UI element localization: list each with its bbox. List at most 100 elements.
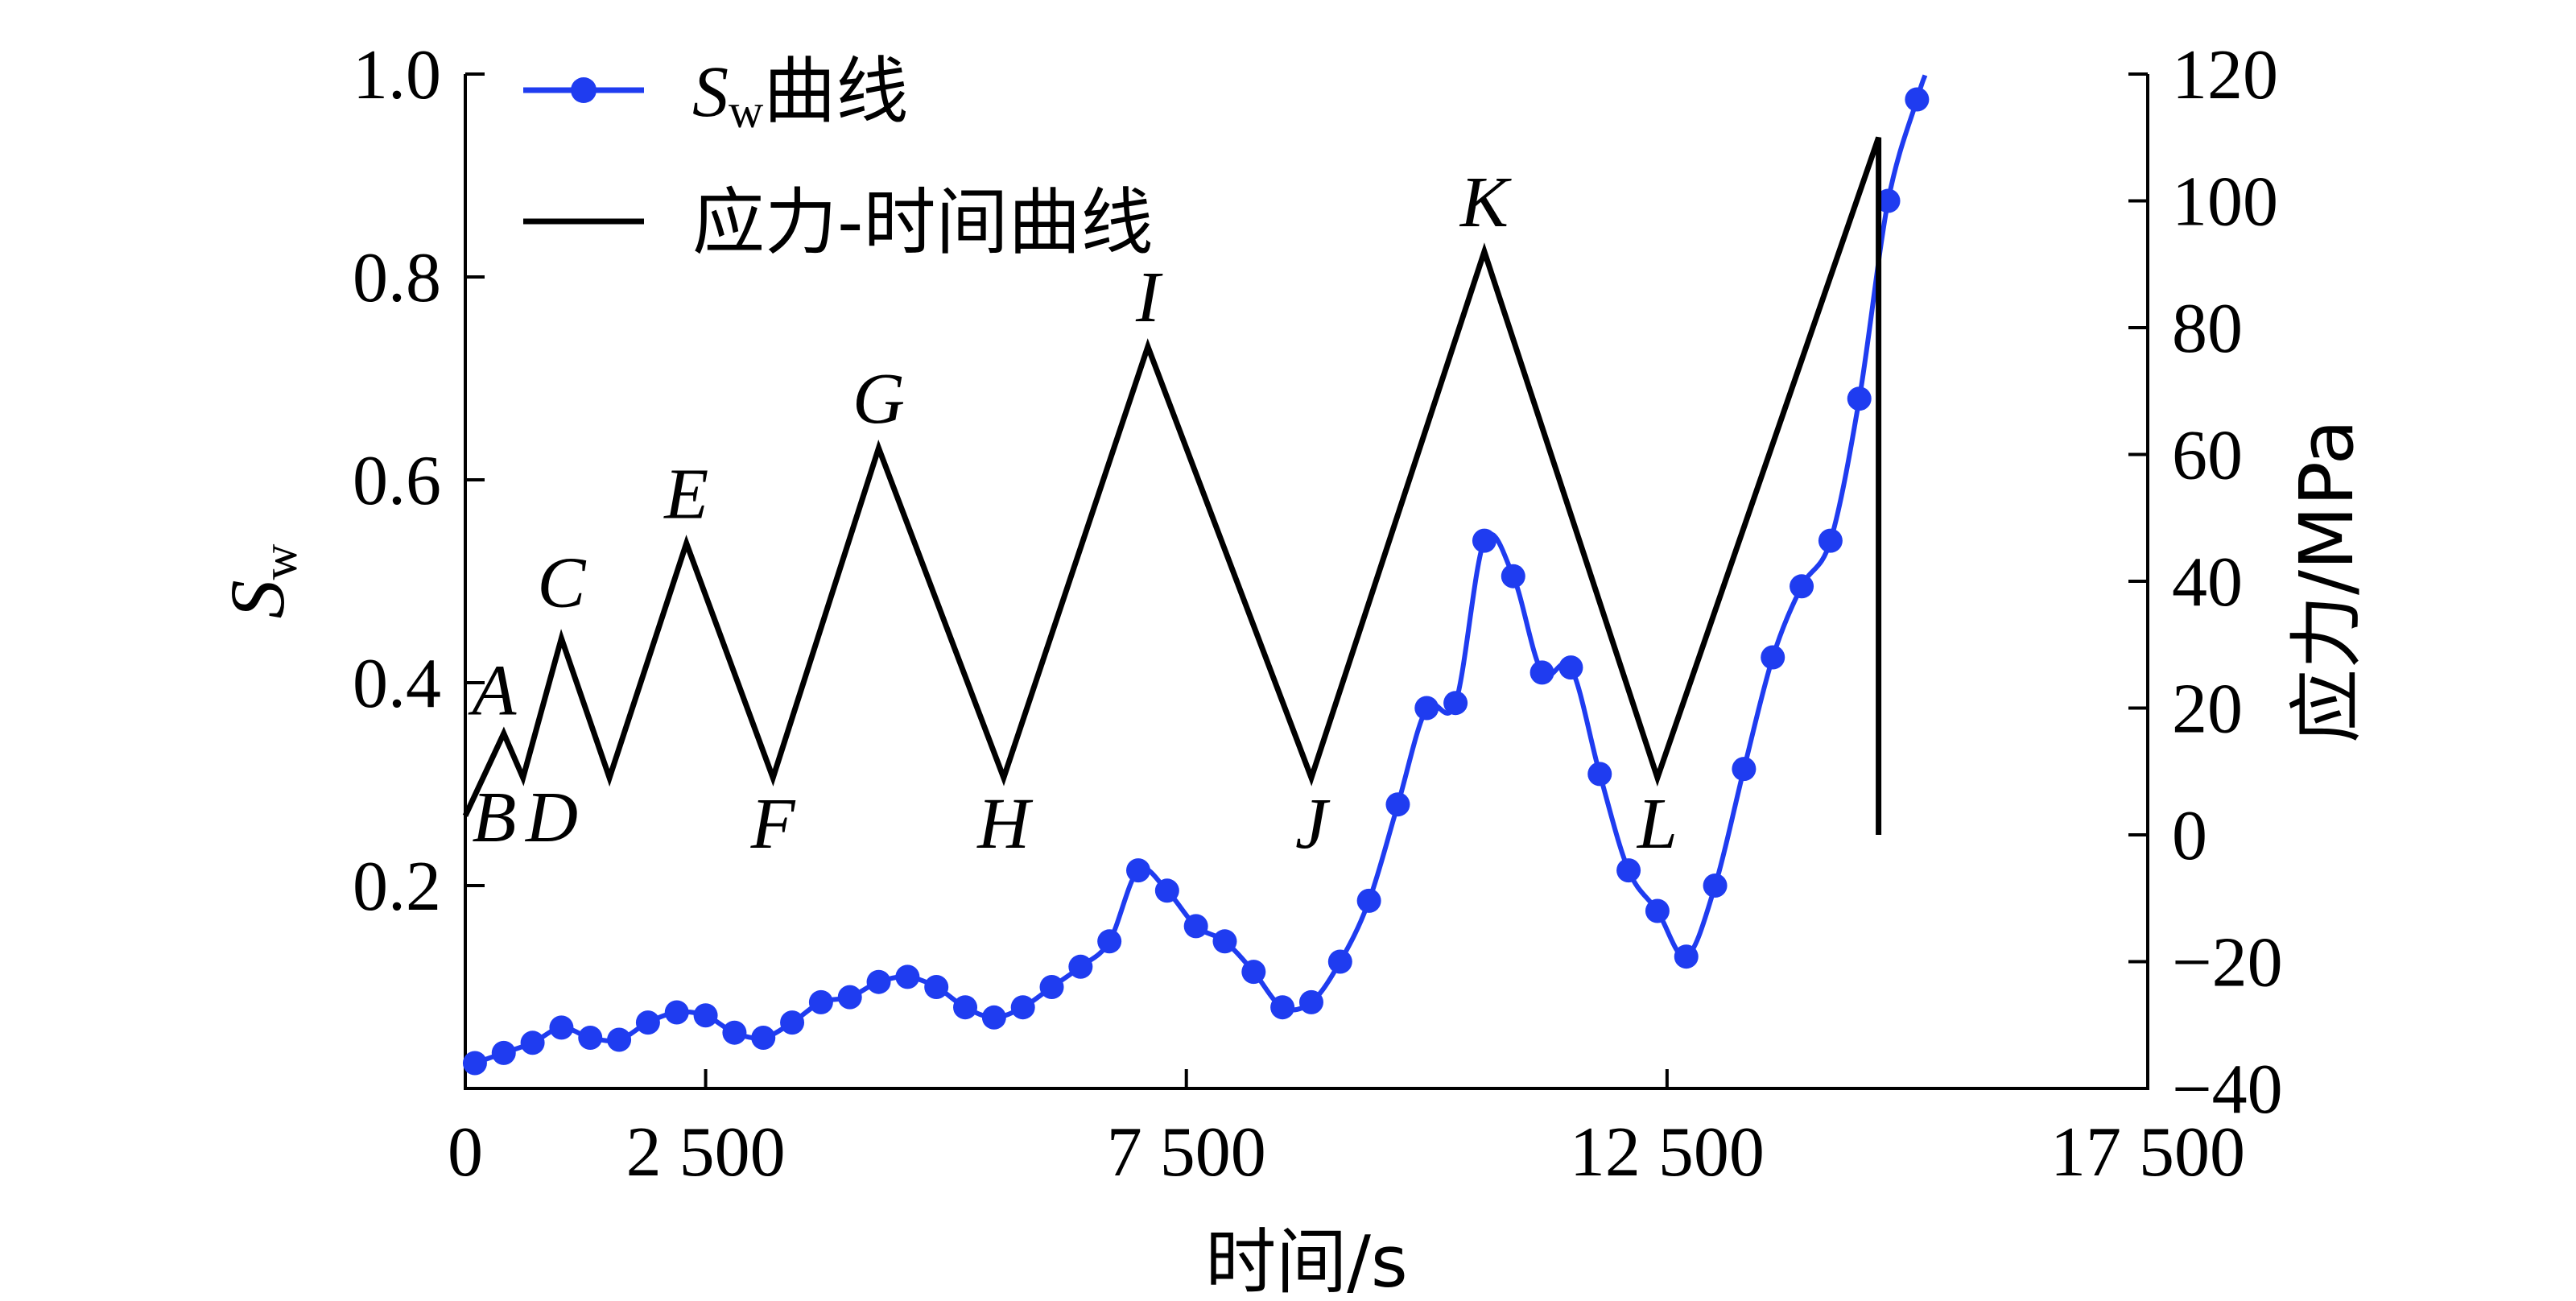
sw-point xyxy=(1327,949,1352,974)
sw-point xyxy=(1587,762,1612,787)
sw-point xyxy=(549,1015,574,1040)
sw-point xyxy=(1876,188,1901,213)
sw-point xyxy=(1530,660,1554,685)
sw-point xyxy=(1154,878,1179,903)
legend-sw-main: S xyxy=(692,52,729,132)
y-right-tick-label: 120 xyxy=(2172,36,2278,114)
sw-point xyxy=(837,985,862,1010)
sw-point xyxy=(491,1040,516,1065)
point-label-I: I xyxy=(1135,258,1163,337)
sw-point xyxy=(1558,655,1583,680)
sw-point xyxy=(808,989,833,1014)
point-label-J: J xyxy=(1295,784,1331,864)
y-left-tick-label: 0.6 xyxy=(353,442,441,520)
y-right-tick-label: 80 xyxy=(2172,290,2243,368)
point-label-F: F xyxy=(750,784,796,864)
legend-sw-marker xyxy=(571,77,597,103)
ticks: 0 2 500 7 500 12 500 17 500 0.2 0.4 0.6 0.8 1.0 −4… xyxy=(353,36,2283,1192)
point-label-G: G xyxy=(852,359,905,439)
y-right-tick-label: −40 xyxy=(2172,1051,2283,1129)
y-right-axis-title: 应力/MPa xyxy=(2284,419,2370,743)
sw-point xyxy=(1068,954,1093,979)
sw-point xyxy=(1039,975,1064,999)
y-left-tick-label: 1.0 xyxy=(353,36,441,114)
sw-point xyxy=(1443,691,1468,716)
annotation-layer: AB D CE F G H I J K L xyxy=(468,163,1678,864)
sw-point xyxy=(607,1027,632,1052)
sw-point xyxy=(1126,858,1150,883)
point-label-E: E xyxy=(663,454,708,534)
x-tick-label: 0 xyxy=(448,1113,483,1192)
sw-point xyxy=(520,1030,545,1055)
x-tick-label: 2 500 xyxy=(626,1113,786,1192)
sw-point xyxy=(1414,696,1439,721)
sw-point xyxy=(1212,929,1237,954)
sw-point xyxy=(981,1005,1006,1030)
stress-series-line xyxy=(462,136,1882,835)
y-left-axis-title: Sw xyxy=(214,543,308,618)
sw-point xyxy=(1097,929,1122,954)
y-right-tick-label: 100 xyxy=(2172,163,2278,242)
x-tick-label: 12 500 xyxy=(1570,1113,1765,1192)
sw-point xyxy=(722,1020,747,1045)
axis-titles: 时间/s Sw 应力/MPa xyxy=(214,419,2370,1301)
sw-point xyxy=(751,1026,776,1050)
sw-point xyxy=(578,1026,603,1050)
x-tick-label: 7 500 xyxy=(1107,1113,1266,1192)
point-label-K: K xyxy=(1459,163,1512,242)
sw-point xyxy=(866,969,891,994)
sw-point xyxy=(1818,528,1843,553)
sw-point xyxy=(1732,757,1757,782)
sw-point xyxy=(1790,574,1814,599)
sw-point xyxy=(953,995,978,1020)
legend-sw-label: Sw曲线 xyxy=(692,49,908,138)
y-right-tick-label: 60 xyxy=(2172,417,2243,495)
sw-point xyxy=(924,975,949,999)
sw-point xyxy=(1183,914,1208,939)
point-label-H: H xyxy=(976,784,1034,864)
legend-sw-sub: w xyxy=(729,85,764,138)
sw-point xyxy=(693,1003,718,1028)
y-left-tick-label: 0.4 xyxy=(353,645,441,723)
sw-point xyxy=(1356,888,1381,913)
y-left-tick-label: 0.2 xyxy=(353,848,441,926)
sw-point xyxy=(1501,564,1525,589)
y-left-title-main: S xyxy=(214,580,300,618)
point-label-B: B xyxy=(472,778,516,857)
sw-point xyxy=(1645,898,1670,923)
y-right-tick-label: 20 xyxy=(2172,671,2243,749)
sw-point xyxy=(1847,386,1872,411)
point-label-D: D xyxy=(524,778,578,857)
y-left-title-sub: w xyxy=(253,543,308,580)
legend-stress-label: 应力-时间曲线 xyxy=(692,180,1153,265)
sw-point xyxy=(1298,989,1323,1014)
sw-point xyxy=(462,1051,487,1076)
x-tick-label: 17 500 xyxy=(2050,1113,2245,1192)
sw-point xyxy=(1761,645,1785,670)
y-right-tick-label: 0 xyxy=(2172,797,2207,875)
point-label-A: A xyxy=(468,650,517,730)
sw-point xyxy=(1616,858,1641,883)
y-left-tick-label: 0.8 xyxy=(353,239,441,317)
x-axis-title: 时间/s xyxy=(1205,1220,1408,1301)
sw-point xyxy=(1270,995,1295,1020)
sw-point xyxy=(1010,995,1035,1020)
sw-point xyxy=(780,1010,805,1035)
point-label-C: C xyxy=(537,543,586,623)
sw-point xyxy=(635,1010,660,1035)
point-label-L: L xyxy=(1636,784,1678,864)
legend-sw-suffix: 曲线 xyxy=(763,49,908,134)
series-layer xyxy=(462,74,1930,1076)
sw-point xyxy=(1674,944,1699,969)
sw-point xyxy=(1472,528,1496,553)
sw-point xyxy=(1703,874,1728,898)
sw-point xyxy=(1385,792,1410,817)
y-right-tick-label: −20 xyxy=(2172,924,2283,1002)
sw-point xyxy=(895,964,920,989)
sw-point xyxy=(664,1000,689,1025)
sw-point xyxy=(1241,960,1266,985)
sw-point xyxy=(1905,87,1930,112)
y-right-tick-label: 40 xyxy=(2172,543,2243,622)
